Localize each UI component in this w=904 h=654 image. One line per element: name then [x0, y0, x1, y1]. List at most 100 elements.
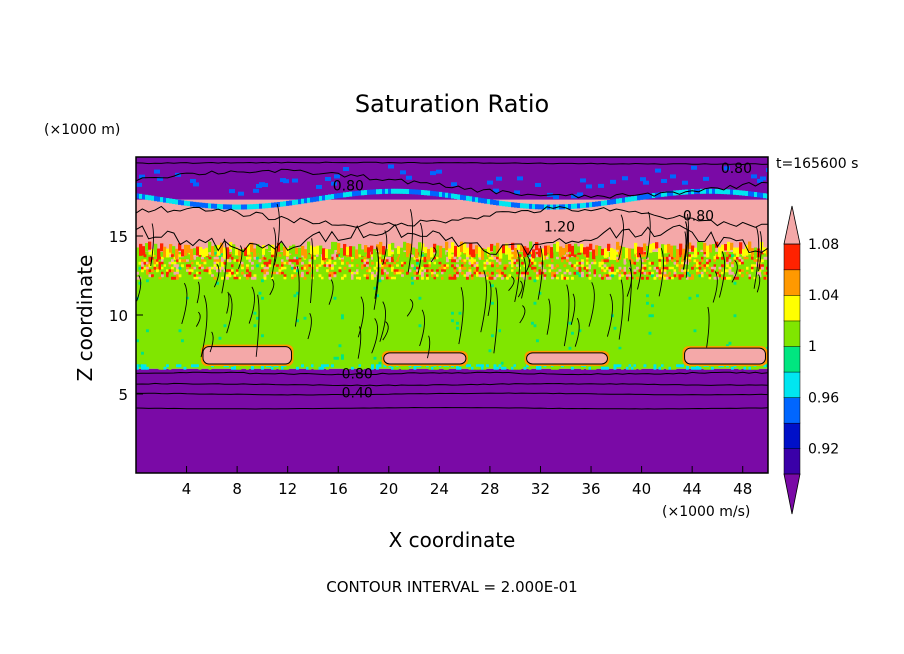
field-cell [403, 314, 407, 318]
field-cell [661, 366, 664, 370]
field-cell [688, 276, 692, 280]
field-cell [348, 311, 352, 315]
field-cell [730, 242, 734, 250]
field-cell [638, 269, 642, 273]
field-cell [743, 299, 747, 303]
field-cell [663, 289, 667, 293]
field-cell [588, 274, 592, 278]
field-cell [316, 336, 319, 340]
field-cell [321, 259, 324, 263]
field-cell [236, 261, 239, 265]
field-cell [561, 274, 564, 278]
field-cell [403, 326, 407, 330]
field-cell [513, 276, 517, 280]
field-cell [436, 269, 439, 273]
field-cell [711, 311, 714, 315]
field-cell [701, 321, 704, 325]
field-cell [276, 339, 279, 343]
field-cell [391, 341, 394, 345]
field-cell [748, 286, 752, 290]
field-cell [351, 326, 354, 330]
field-cell [586, 331, 589, 335]
field-cell [310, 197, 314, 203]
field-cell [283, 329, 287, 333]
field-cell [433, 349, 437, 353]
field-cell [353, 344, 357, 348]
field-cell [206, 296, 209, 300]
field-cell [196, 281, 199, 285]
field-cell [562, 247, 566, 256]
field-cell [356, 289, 359, 293]
field-cell [658, 269, 662, 273]
field-cell [333, 296, 337, 300]
field-cell [158, 349, 162, 353]
field-cell [276, 309, 279, 313]
field-cell [721, 189, 725, 195]
field-cell [246, 264, 249, 268]
field-cell [321, 294, 324, 298]
field-cell [718, 266, 722, 270]
field-cell [646, 256, 649, 260]
field-cell [367, 247, 371, 259]
field-cell [193, 304, 197, 308]
field-cell [393, 306, 397, 310]
field-cell [591, 341, 594, 345]
field-cell [343, 294, 347, 298]
field-cell [318, 349, 322, 353]
field-cell [536, 274, 539, 278]
field-cell [603, 259, 607, 263]
field-cell [516, 354, 519, 358]
field-cell [231, 271, 234, 275]
field-cell [273, 264, 277, 268]
field-cell [233, 279, 237, 283]
field-cell [441, 306, 444, 310]
field-cell [236, 326, 239, 330]
field-cell [223, 261, 227, 265]
field-cell [136, 276, 139, 280]
field-cell [278, 291, 282, 295]
field-cell [606, 251, 609, 255]
field-cell [568, 243, 572, 252]
field-cell [633, 269, 637, 273]
field-cell [592, 201, 596, 207]
field-cell [473, 269, 477, 273]
field-cell [363, 306, 367, 310]
field-cell [326, 284, 329, 288]
field-cell [198, 361, 202, 365]
field-cell [730, 189, 734, 195]
field-cell [701, 306, 704, 310]
field-cell [385, 249, 389, 257]
field-cell [496, 366, 499, 370]
field-cell [513, 269, 517, 273]
field-cell [481, 248, 485, 260]
field-cell [521, 266, 524, 270]
field-cell [618, 364, 622, 368]
field-cell [308, 264, 312, 268]
field-cell [668, 251, 672, 255]
field-cell [363, 314, 367, 318]
field-cell [678, 316, 682, 320]
field-cell [666, 309, 669, 313]
field-cell [711, 306, 714, 310]
field-cell [193, 248, 197, 255]
field-cell [473, 256, 477, 260]
field-cell [271, 261, 274, 265]
field-cell [548, 336, 552, 340]
field-cell [273, 341, 277, 345]
field-cell [241, 264, 244, 268]
field-cell [621, 316, 624, 320]
field-cell [553, 309, 557, 313]
field-cell [136, 364, 139, 368]
field-cell [393, 316, 397, 320]
field-cell [673, 311, 677, 315]
field-cell [396, 331, 399, 335]
field-cell [396, 266, 399, 270]
field-cell [391, 264, 394, 268]
field-cell [678, 364, 682, 368]
field-cell [668, 349, 672, 353]
field-cell [511, 364, 514, 368]
field-cell [638, 301, 642, 305]
field-cell [713, 291, 717, 295]
field-cell [506, 354, 509, 358]
field-cell [578, 266, 582, 270]
